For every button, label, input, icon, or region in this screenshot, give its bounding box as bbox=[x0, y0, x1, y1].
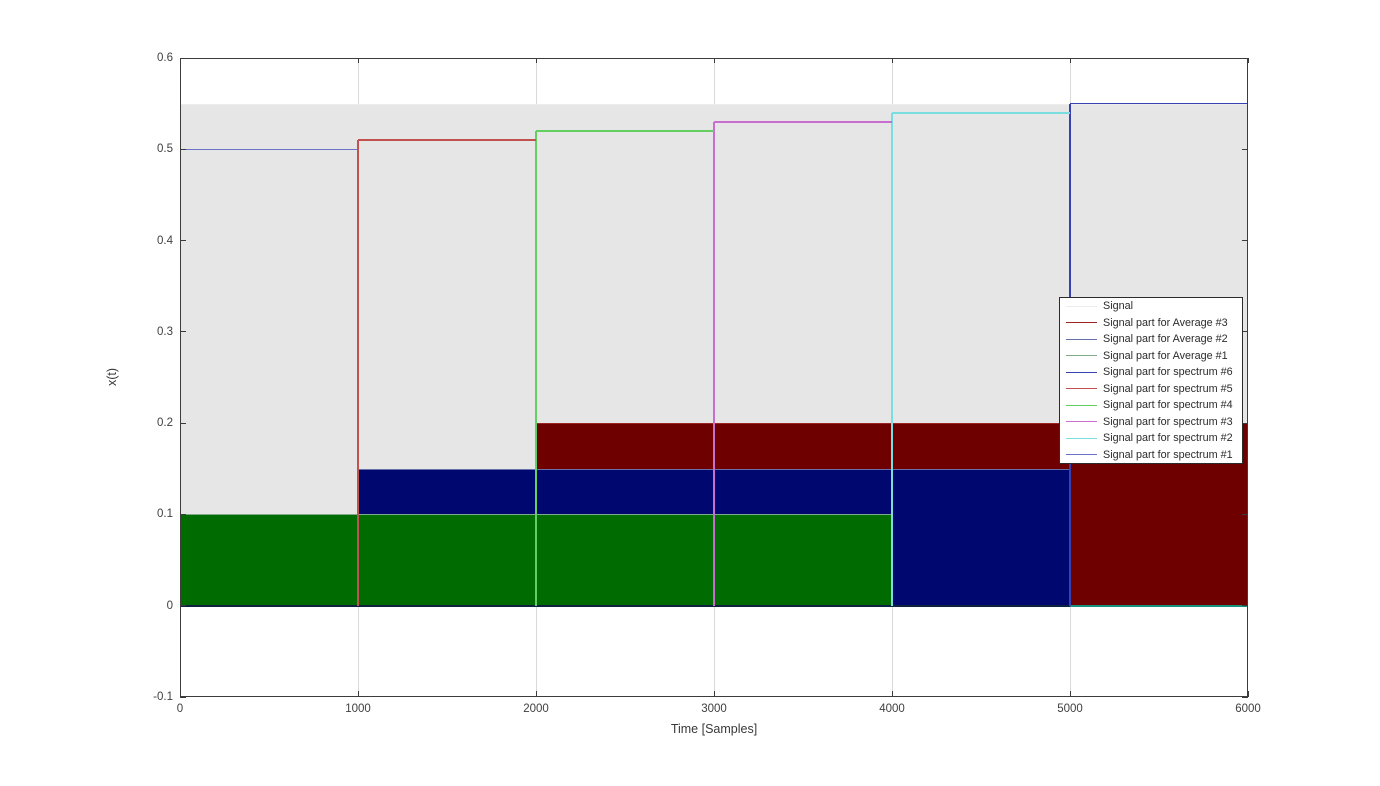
baseline-edge-1 bbox=[1070, 604, 1248, 607]
legend-line-sample bbox=[1066, 322, 1097, 324]
x-tick-4000 bbox=[891, 691, 893, 697]
legend-line-sample bbox=[1066, 404, 1097, 406]
y-tick-right-0.6 bbox=[1242, 57, 1248, 59]
x-tick-label-2000: 2000 bbox=[523, 703, 549, 715]
y-tick-label-0.2: 0.2 bbox=[157, 417, 173, 430]
legend-item-signal-part-for-spectrum-2: Signal part for spectrum #2 bbox=[1060, 430, 1242, 446]
y-tick-label-0.1: 0.1 bbox=[157, 508, 173, 521]
legend-item-signal-part-for-spectrum-6: Signal part for spectrum #6 bbox=[1060, 364, 1242, 380]
step-line-signal-part-for-spectrum-3 bbox=[714, 121, 892, 123]
legend-item-signal-part-for-average-3: Signal part for Average #3 bbox=[1060, 315, 1242, 331]
y-tick-label-0: 0 bbox=[166, 599, 173, 612]
y-tick-right-0 bbox=[1242, 605, 1248, 607]
x-tick-6000 bbox=[1247, 691, 1249, 697]
y-tick-0.5 bbox=[180, 148, 186, 150]
x-tick-top-1000 bbox=[357, 58, 359, 63]
legend-line-sample bbox=[1066, 454, 1097, 456]
y-tick-label-0.3: 0.3 bbox=[157, 325, 173, 338]
legend-line-sample bbox=[1066, 305, 1097, 307]
step-riser-signal-part-for-spectrum-5 bbox=[357, 140, 359, 606]
legend-item-signal-part-for-spectrum-5: Signal part for spectrum #5 bbox=[1060, 381, 1242, 397]
y-tick-0.4 bbox=[180, 240, 186, 242]
x-tick-1000 bbox=[357, 691, 359, 697]
x-tick-2000 bbox=[535, 691, 537, 697]
y-tick-label--0.1: -0.1 bbox=[153, 691, 173, 703]
y-axis-title: x(t) bbox=[105, 367, 119, 387]
x-tick-label-5000: 5000 bbox=[1057, 703, 1083, 715]
y-tick-right-0.1 bbox=[1242, 513, 1248, 515]
y-tick--0.1 bbox=[180, 696, 186, 698]
y-tick-right--0.1 bbox=[1242, 696, 1248, 698]
legend-line-sample bbox=[1066, 338, 1097, 340]
legend-label: Signal part for spectrum #1 bbox=[1103, 448, 1233, 461]
legend-line-sample bbox=[1066, 388, 1097, 390]
legend-item-signal-part-for-spectrum-4: Signal part for spectrum #4 bbox=[1060, 397, 1242, 413]
x-tick-3000 bbox=[713, 691, 715, 697]
x-tick-top-4000 bbox=[891, 58, 893, 63]
legend-line-sample bbox=[1066, 421, 1097, 423]
legend-item-signal: Signal bbox=[1060, 298, 1242, 314]
legend-label: Signal part for spectrum #2 bbox=[1103, 432, 1233, 445]
x-tick-top-0 bbox=[179, 58, 181, 63]
legend-item-signal-part-for-spectrum-3: Signal part for spectrum #3 bbox=[1060, 414, 1242, 430]
legend-line-sample bbox=[1066, 355, 1097, 357]
step-line-signal-part-for-spectrum-5 bbox=[358, 139, 536, 141]
step-riser-signal-part-for-spectrum-2 bbox=[891, 112, 893, 606]
y-tick-0.1 bbox=[180, 513, 186, 515]
y-tick-label-0.5: 0.5 bbox=[157, 143, 173, 156]
baseline-edge-0 bbox=[180, 604, 1070, 607]
legend-label: Signal part for spectrum #3 bbox=[1103, 415, 1233, 428]
x-axis-title: Time [Samples] bbox=[670, 722, 758, 736]
y-tick-right-0.2 bbox=[1242, 422, 1248, 424]
step-line-signal-part-for-spectrum-1 bbox=[180, 148, 358, 151]
x-tick-0 bbox=[179, 691, 181, 697]
x-tick-label-1000: 1000 bbox=[345, 703, 371, 715]
y-tick-right-0.4 bbox=[1242, 240, 1248, 242]
x-tick-top-6000 bbox=[1247, 58, 1249, 63]
y-tick-0.2 bbox=[180, 422, 186, 424]
y-tick-0 bbox=[180, 605, 186, 607]
legend-label: Signal bbox=[1103, 300, 1134, 313]
y-tick-label-0.4: 0.4 bbox=[157, 234, 173, 247]
legend-label: Signal part for spectrum #6 bbox=[1103, 366, 1233, 379]
legend-line-sample bbox=[1066, 371, 1097, 373]
legend-line-sample bbox=[1066, 437, 1097, 439]
y-tick-right-0.3 bbox=[1242, 331, 1248, 333]
legend-label: Signal part for spectrum #5 bbox=[1103, 382, 1233, 395]
y-tick-right-0.5 bbox=[1242, 148, 1248, 150]
legend: Signal Signal part for Average #3 Signal p… bbox=[1059, 297, 1243, 464]
step-line-signal-part-for-spectrum-2 bbox=[892, 112, 1070, 114]
x-tick-label-6000: 6000 bbox=[1235, 703, 1261, 715]
y-tick-0.6 bbox=[180, 57, 186, 59]
legend-label: Signal part for spectrum #4 bbox=[1103, 399, 1233, 412]
step-line-signal-part-for-spectrum-4 bbox=[536, 130, 714, 132]
step-line-signal-part-for-spectrum-6 bbox=[1070, 102, 1248, 105]
x-tick-label-4000: 4000 bbox=[879, 703, 905, 715]
x-tick-top-3000 bbox=[713, 58, 715, 63]
y-tick-0.3 bbox=[180, 331, 186, 333]
legend-item-signal-part-for-spectrum-1: Signal part for spectrum #1 bbox=[1060, 447, 1242, 463]
legend-item-signal-part-for-average-2: Signal part for Average #2 bbox=[1060, 331, 1242, 347]
legend-label: Signal part for Average #3 bbox=[1103, 316, 1228, 329]
x-tick-label-3000: 3000 bbox=[701, 703, 727, 715]
step-riser-signal-part-for-spectrum-4 bbox=[535, 131, 537, 606]
x-tick-top-5000 bbox=[1069, 58, 1071, 63]
legend-label: Signal part for Average #2 bbox=[1103, 333, 1228, 346]
x-tick-5000 bbox=[1069, 691, 1071, 697]
y-tick-label-0.6: 0.6 bbox=[157, 52, 173, 64]
legend-item-signal-part-for-average-1: Signal part for Average #1 bbox=[1060, 348, 1242, 364]
x-tick-top-2000 bbox=[535, 58, 537, 63]
legend-label: Signal part for Average #1 bbox=[1103, 349, 1228, 362]
x-tick-label-0: 0 bbox=[176, 703, 184, 715]
step-riser-signal-part-for-spectrum-3 bbox=[713, 121, 715, 606]
